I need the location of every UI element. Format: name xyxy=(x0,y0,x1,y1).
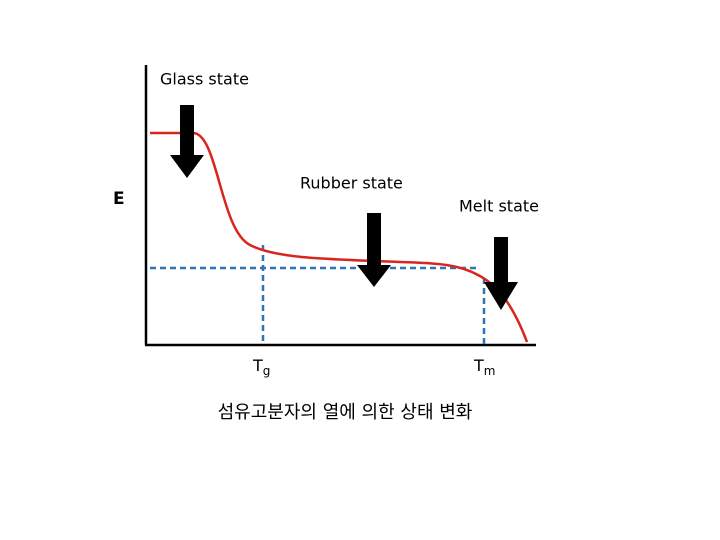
glass-label: Glass state xyxy=(160,70,249,89)
tm-label: Tm xyxy=(473,356,495,378)
tg-main: T xyxy=(252,356,263,375)
rubber-label: Rubber state xyxy=(300,174,403,193)
tg-label: Tg xyxy=(252,356,270,378)
tg-sub: g xyxy=(263,364,271,378)
tm-sub: m xyxy=(484,364,496,378)
melt-label: Melt state xyxy=(459,197,539,216)
arrow xyxy=(484,237,518,310)
tm-main: T xyxy=(473,356,484,375)
caption: 섬유고분자의 열에 의한 상태 변화 xyxy=(218,402,473,423)
arrow xyxy=(357,213,391,287)
arrows xyxy=(170,105,518,310)
y-axis-label: E xyxy=(113,189,125,209)
guides xyxy=(150,245,486,345)
arrow xyxy=(170,105,204,178)
